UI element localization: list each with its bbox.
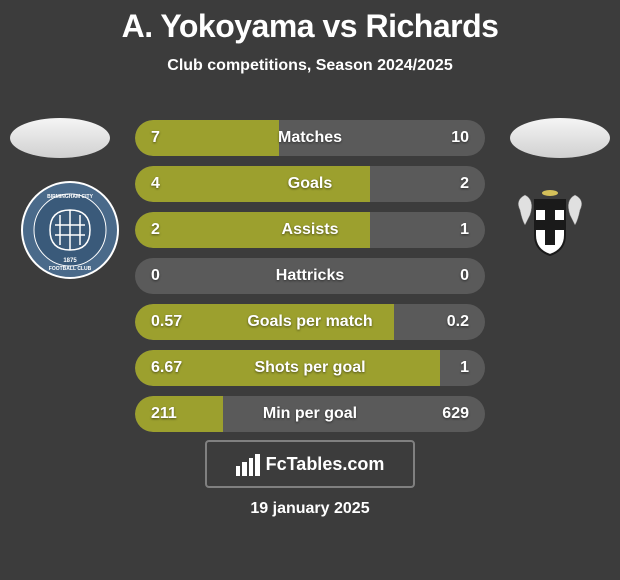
stat-row: 211 Min per goal 629 [135,396,485,432]
stat-value-right: 2 [460,175,469,193]
stat-value-left: 211 [151,405,177,423]
stat-bar-left [135,166,370,202]
branding-text: FcTables.com [266,454,385,475]
stat-row: 0.57 Goals per match 0.2 [135,304,485,340]
page-title: A. Yokoyama vs Richards [0,0,620,45]
player-left-avatar [10,118,110,158]
stat-label: Min per goal [263,405,357,423]
stat-label: Matches [278,129,342,147]
player-right-avatar [510,118,610,158]
stat-value-right: 1 [460,359,469,377]
subtitle: Club competitions, Season 2024/2025 [0,57,620,75]
stat-value-right: 629 [442,405,469,423]
stat-label: Shots per goal [254,359,365,377]
stat-label: Goals per match [247,313,372,331]
stat-label: Goals [288,175,332,193]
stat-value-left: 0.57 [151,313,182,331]
stat-row: 2 Assists 1 [135,212,485,248]
svg-text:1875: 1875 [63,258,77,264]
player-left-club-badge: BIRMINGHAM CITY FOOTBALL CLUB 1875 [20,180,120,280]
stat-row: 7 Matches 10 [135,120,485,156]
stat-value-right: 1 [460,221,469,239]
stat-value-left: 6.67 [151,359,182,377]
stat-value-left: 0 [151,267,160,285]
chart-icon [236,452,260,476]
stat-label: Assists [282,221,339,239]
stat-value-left: 2 [151,221,160,239]
stat-value-right: 0 [460,267,469,285]
player-right-club-badge [500,180,600,280]
branding-box: FcTables.com [205,440,415,488]
stat-row: 0 Hattricks 0 [135,258,485,294]
svg-text:FOOTBALL CLUB: FOOTBALL CLUB [49,266,92,272]
stat-label: Hattricks [276,267,344,285]
stat-value-left: 7 [151,129,160,147]
stat-value-right: 0.2 [447,313,469,331]
stat-row: 6.67 Shots per goal 1 [135,350,485,386]
stat-value-left: 4 [151,175,160,193]
stats-container: 7Matches104Goals22Assists10Hattricks00.5… [135,120,485,442]
svg-text:BIRMINGHAM CITY: BIRMINGHAM CITY [47,194,93,200]
stat-row: 4 Goals 2 [135,166,485,202]
stat-value-right: 10 [451,129,469,147]
date-footer: 19 january 2025 [250,500,369,518]
stat-bar-left [135,396,223,432]
